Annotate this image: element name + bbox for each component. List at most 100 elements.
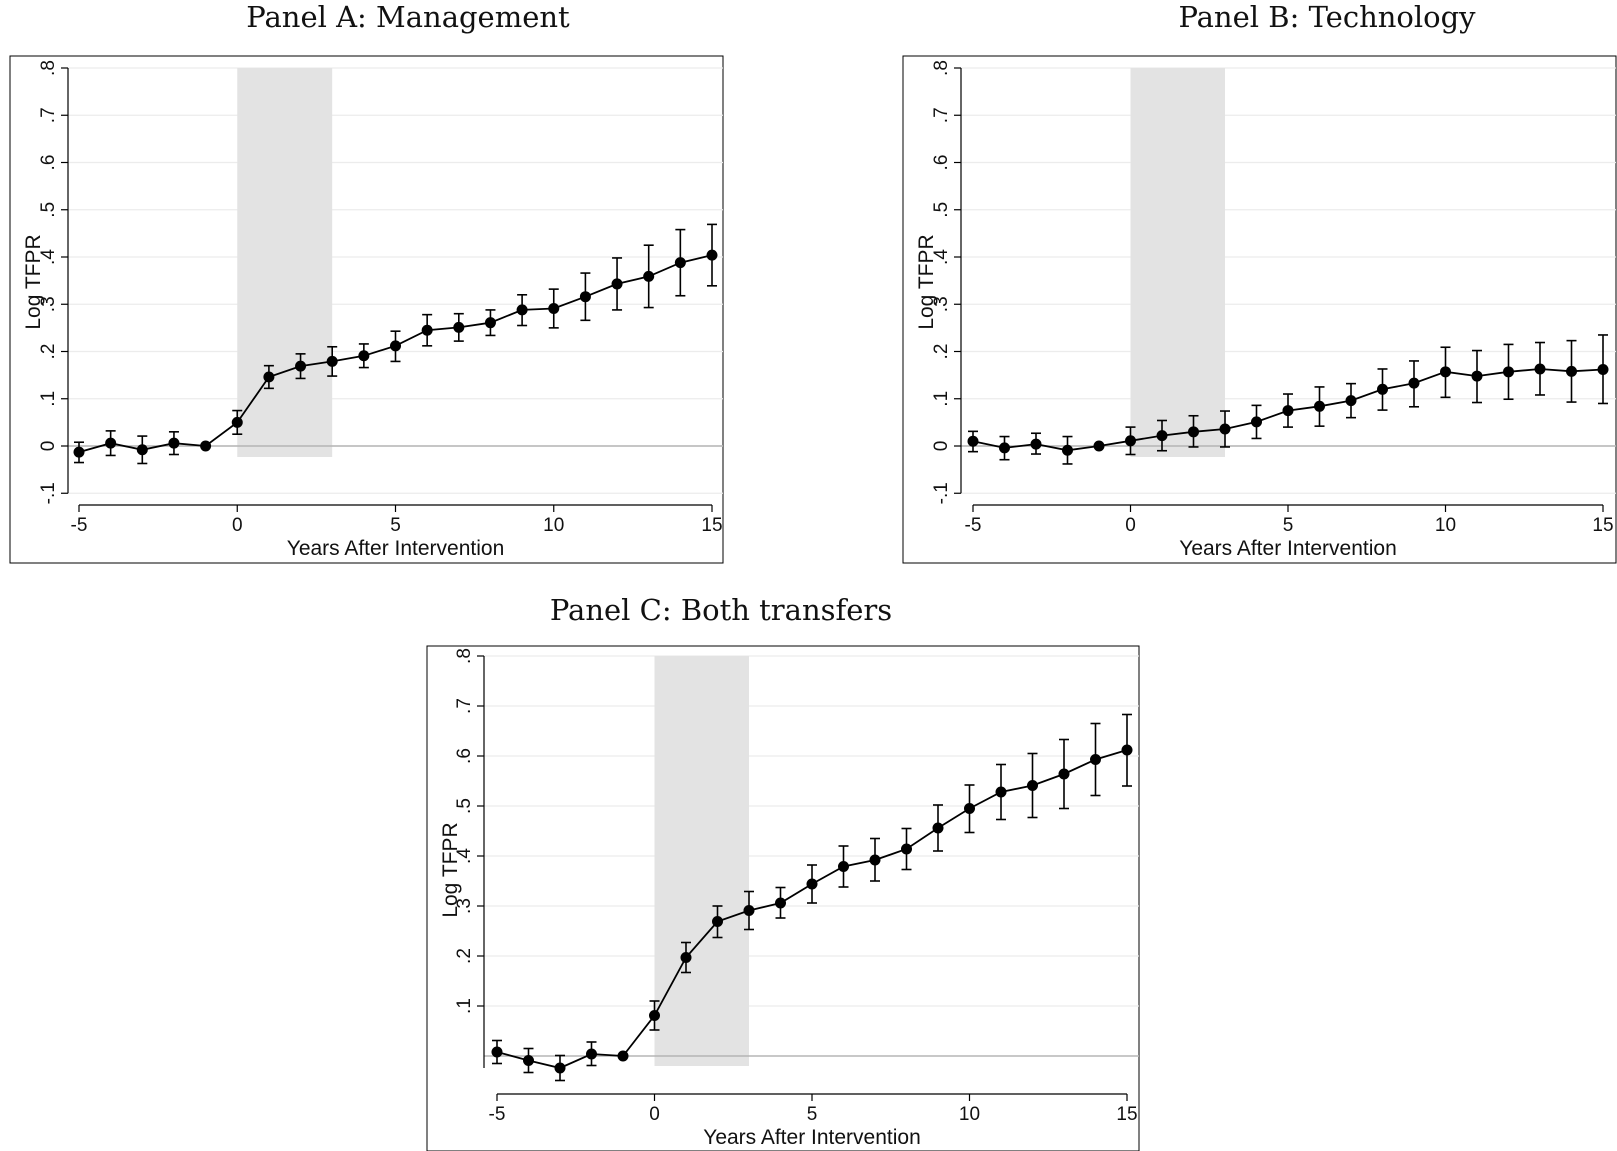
panel-b-x-axis-title: Years After Intervention [1179,537,1397,560]
panel-a-data-point [421,324,433,336]
panel-c-plot: .1 .2 .3 .4 .5 .6 .7 .8 Log TFPR -5 0 5 10 15 Years Af… [426,645,1140,1151]
panel-c-data-point [964,803,975,814]
panel-a-title: Panel A: Management [246,0,570,34]
panel-c-data-point [617,1050,629,1062]
panel-b-data-point [1188,426,1199,438]
panel-c-x-tick-label: -5 [489,1104,506,1125]
panel-b-frame [902,55,1617,564]
panel-c-y-tick-label: .4 [454,848,475,864]
panel-b-data-point [1219,423,1231,435]
panel-b-y-tick-label: .2 [931,344,952,360]
panel-a-x-axis-title: Years After Intervention [287,537,505,560]
panel-a-y-tick-label: .3 [38,296,59,312]
panel-b-data-point [1062,444,1073,456]
panel-a-data-point [390,340,401,352]
panel-c-x-tick-label: 0 [649,1104,660,1125]
panel-c-data-point [1121,744,1133,756]
panel-a-y-tick-label: -.1 [38,482,59,504]
panel-c-x-tick-label: 10 [959,1104,980,1125]
panel-c-data-point [1090,754,1101,765]
panel-b-y-tick-label: .1 [931,391,952,407]
panel-c-data-point [586,1048,597,1060]
panel-c-y-tick-label: .7 [454,698,475,714]
panel-a-frame [9,55,724,564]
panel-a-data-point [453,321,465,333]
panel-b-data-point [1030,438,1042,450]
panel-b-y-tick-label: .3 [931,296,952,312]
panel-a-data-point [643,270,655,282]
panel-c-data-point [806,878,818,890]
panel-c-data-point [1027,780,1038,791]
panel-b-data-point [1251,416,1262,428]
panel-b-plot: -.1 0 .1 .2 .3 .4 .5 .6 .7 .8 Log TFPR -5 0 5 10 15 Year… [902,55,1617,564]
panel-b-data-point [1408,377,1420,389]
panel-c-y-tick-label: .8 [454,648,475,664]
panel-c-data-point [743,905,755,916]
panel-c-y-tick-label: .5 [454,798,475,814]
panel-c-x-tick-label: 5 [807,1104,818,1125]
panel-b-data-point [1566,365,1577,377]
panel-b-data-point [999,442,1010,454]
panel-c-data-point [491,1046,503,1058]
panel-a-data-point [263,371,275,383]
panel-a-y-tick-label: .5 [38,202,59,218]
panel-b-data-point [967,435,979,447]
panel-b-shaded-region [1130,68,1225,457]
panel-b-data-point [1471,370,1483,382]
panel-c-frame [426,645,1140,1151]
panel-c-data-point [775,897,786,909]
panel-c-data-point [712,916,723,927]
panel-b-x-tick-label: 0 [1125,515,1136,536]
panel-c-data-point [838,861,849,872]
panel-a-data-point [516,304,528,316]
panel-a-data-point [200,440,212,452]
panel-c-y-tick-label: .6 [454,748,475,764]
panel-b-y-tick-label: .4 [931,249,952,265]
panel-b-y-tick-label: .8 [931,60,952,76]
panel-b-data-point [1125,435,1136,447]
panel-a-plot: -.1 0 .1 .2 .3 .4 .5 .6 .7 .8 Log TFPR -5 0 5 10 15 Year… [9,55,724,564]
panel-a-x-tick-label: 0 [232,515,243,536]
panel-c-data-point [554,1062,566,1074]
panel-c-title: Panel C: Both transfers [549,593,893,627]
panel-b-x-tick-label: 15 [1592,515,1613,536]
panel-c-data-point [869,854,881,866]
panel-a-data-point [484,317,496,329]
panel-c-shaded-region [654,656,749,1066]
panel-a-shaded-region [237,68,333,457]
panel-a-data-point [73,446,85,458]
panel-a-x-tick-label: -5 [71,515,88,536]
panel-c-data-point [523,1055,534,1066]
panel-a-x-tick-label: 5 [390,515,401,536]
panel-c-data-point [680,952,692,963]
panel-b-y-tick-label: .5 [931,202,952,218]
panel-b-data-point [1597,363,1609,375]
panel-a-y-tick-label: .4 [38,249,59,265]
panel-c-data-point [1058,768,1070,780]
panel-a-y-tick-label: .8 [38,60,59,76]
panel-b-x-tick-label: -5 [965,515,982,536]
panel-a-data-point [358,350,370,362]
panel-c-data-point [649,1010,660,1021]
panel-a-data-point [611,278,623,290]
panel-b-y-tick-label: .6 [931,155,952,171]
panel-a-y-tick-label: .2 [38,344,59,360]
panel-b-data-point [1093,440,1105,452]
panel-c-y-tick-label: .3 [454,898,475,914]
panel-c-y-tick-label: .1 [454,998,475,1014]
panel-a-y-tick-label: .7 [38,107,59,123]
panel-a-data-point [706,249,718,261]
panel-c-x-axis-title: Years After Intervention [703,1126,921,1149]
panel-b-x-tick-label: 5 [1283,515,1294,536]
panel-b-data-point [1345,395,1357,407]
panel-a-data-point [579,291,591,303]
panel-a-y-axis-title: Log TFPR [22,234,45,329]
panel-a-data-point [168,437,180,449]
panel-b-data-point [1503,366,1514,378]
panel-c-data-point [932,822,944,834]
panel-a-data-point [295,360,307,372]
panel-b-data-point [1440,366,1451,378]
panel-a-y-tick-label: 0 [38,441,59,452]
panel-a-y-tick-label: .6 [38,155,59,171]
